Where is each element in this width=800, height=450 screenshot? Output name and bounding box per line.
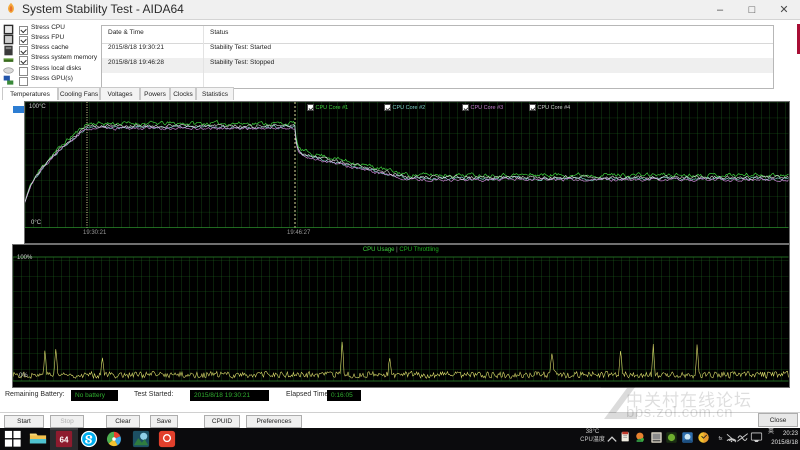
svg-text:64: 64 — [60, 436, 69, 445]
svg-text:fx: fx — [718, 436, 722, 442]
